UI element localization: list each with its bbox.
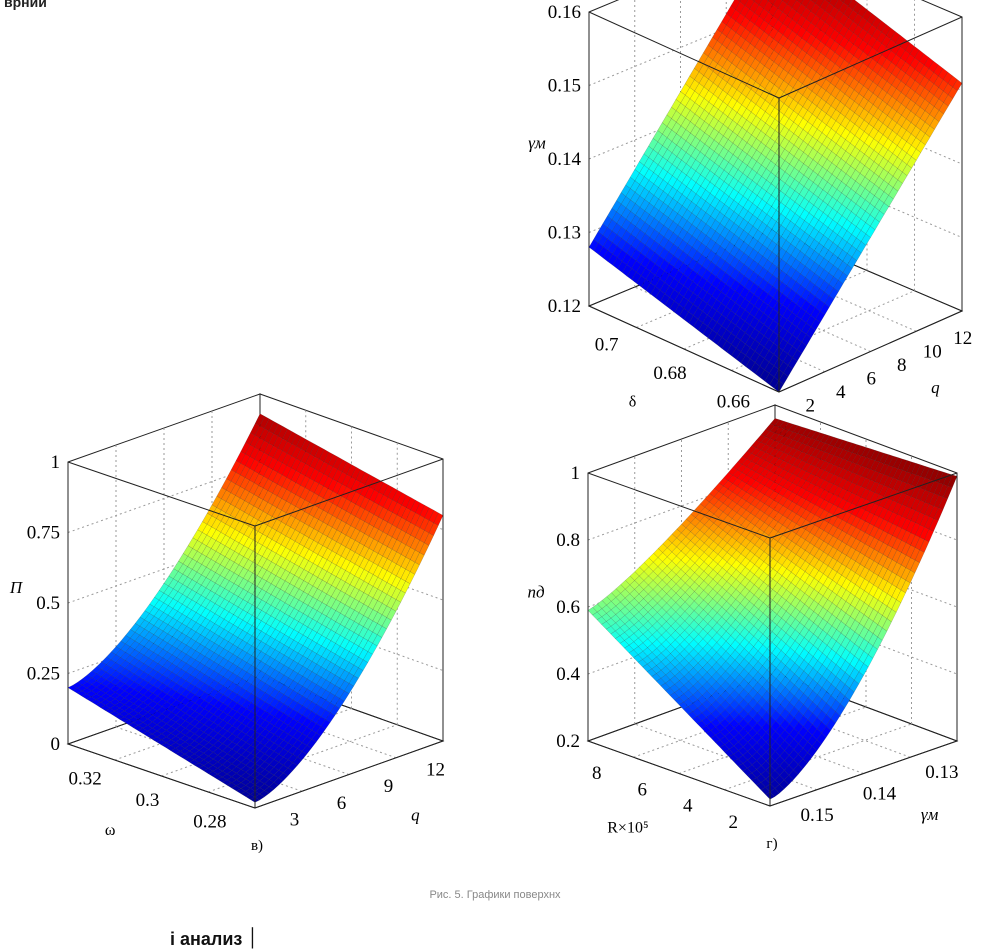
y-axis-label: γм [921,805,939,824]
z-tick-label: 0.8 [556,530,580,551]
y-tick-label: 0.13 [925,762,958,783]
z-tick-label: 0.2 [556,731,580,752]
y-tick-label: 12 [953,328,972,349]
z-tick-label: 0.12 [548,296,581,317]
z-tick-label: 0.5 [36,593,60,614]
x-tick-label: 0.7 [595,334,619,355]
x-axis-label: R×10⁵ [607,819,648,836]
y-tick-label: 10 [923,341,942,362]
y-tick-label: 12 [426,759,445,780]
x-tick-label: 0.32 [69,769,102,790]
x-tick-label: 0.28 [193,811,226,832]
y-axis-label: q [931,378,940,397]
y-axis-label: q [411,805,420,824]
y-tick-label: 9 [384,776,394,797]
x-tick-label: 6 [638,779,648,800]
y-tick-label: 6 [337,793,347,814]
x-tick-label: 0.68 [653,363,686,384]
page-title: врнии [4,0,47,10]
z-tick-label: 0.13 [548,223,581,244]
figure-caption: Рис. 5. Графики поверхнх [429,889,561,901]
y-tick-label: 8 [897,355,907,376]
y-tick-label: 3 [290,810,300,831]
y-tick-label: 6 [867,368,877,389]
surface-plot-g: 0.2 0.4 0.6 0.8 1 8 6 4 2 0.15 0.14 0.13 nд R×10⁵ γм г) [527,404,959,852]
x-tick-label: 0.66 [717,392,750,413]
z-tick-label: 0.14 [548,149,582,170]
z-tick-label: 1 [51,452,61,473]
z-tick-label: 0 [51,734,61,755]
z-tick-label: 0.4 [556,664,580,685]
x-axis-label: δ [629,394,637,411]
z-tick-label: 0.75 [27,523,60,544]
section-heading: і анализ ׀ [170,929,258,949]
y-tick-label: 0.15 [801,805,834,826]
x-axis-label: ω [105,822,116,839]
y-tick-label: 4 [836,382,846,403]
z-axis-label: П [9,578,24,597]
z-tick-label: 0.16 [548,2,581,23]
surface-plot-v: 0 0.25 0.5 0.75 1 0.32 0.3 0.28 3 6 9 12 Пω q в) [9,393,445,854]
x-tick-label: 0.3 [136,790,160,811]
panel-label: г) [766,836,777,852]
z-tick-label: 0.25 [27,664,60,685]
x-tick-label: 8 [592,763,602,784]
y-tick-label: 2 [806,395,816,416]
z-axis-label: nд [527,583,545,602]
panel-label: в) [251,838,263,854]
x-tick-label: 2 [729,812,739,833]
z-axis-label: γм [528,133,546,152]
z-tick-label: 1 [571,463,581,484]
z-tick-label: 0.6 [556,597,580,618]
floor-gridline [731,290,915,371]
y-tick-label: 0.14 [863,784,897,805]
x-tick-label: 4 [683,796,693,817]
z-tick-label: 0.15 [548,76,581,97]
